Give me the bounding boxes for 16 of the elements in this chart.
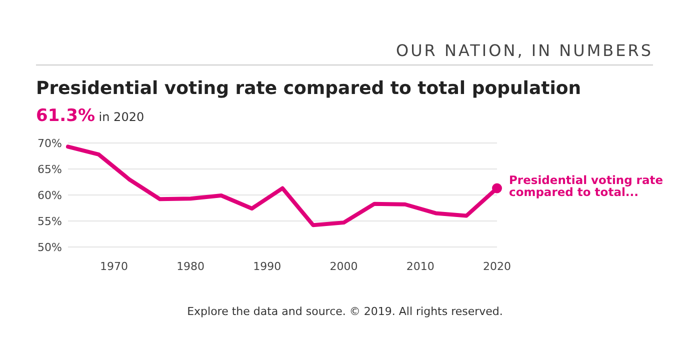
chart-title: Presidential voting rate compared to total population bbox=[36, 78, 582, 99]
x-tick-label: 1980 bbox=[176, 260, 205, 273]
text: Explore the data and source. © 2019. All rights reserved. bbox=[187, 305, 503, 318]
y-tick-label: 55% bbox=[38, 215, 62, 228]
x-tick-label: 2020 bbox=[483, 260, 511, 273]
chart-subtitle: 61.3% in 2020 bbox=[36, 106, 144, 126]
x-tick-label: 1970 bbox=[100, 260, 128, 273]
x-tick-label: 2000 bbox=[330, 260, 358, 273]
y-tick-label: 60% bbox=[38, 189, 62, 202]
y-tick-label: 70% bbox=[38, 137, 62, 150]
x-tick-label: 2010 bbox=[406, 260, 434, 273]
annotation: Presidential voting rate compared to total... bbox=[509, 173, 664, 200]
x-tick-label: 1990 bbox=[253, 260, 282, 273]
y-tick-label: 50% bbox=[38, 241, 62, 254]
y-tick-label: 65% bbox=[38, 163, 62, 176]
text: OUR NATION, IN NUMBERS bbox=[396, 41, 653, 60]
